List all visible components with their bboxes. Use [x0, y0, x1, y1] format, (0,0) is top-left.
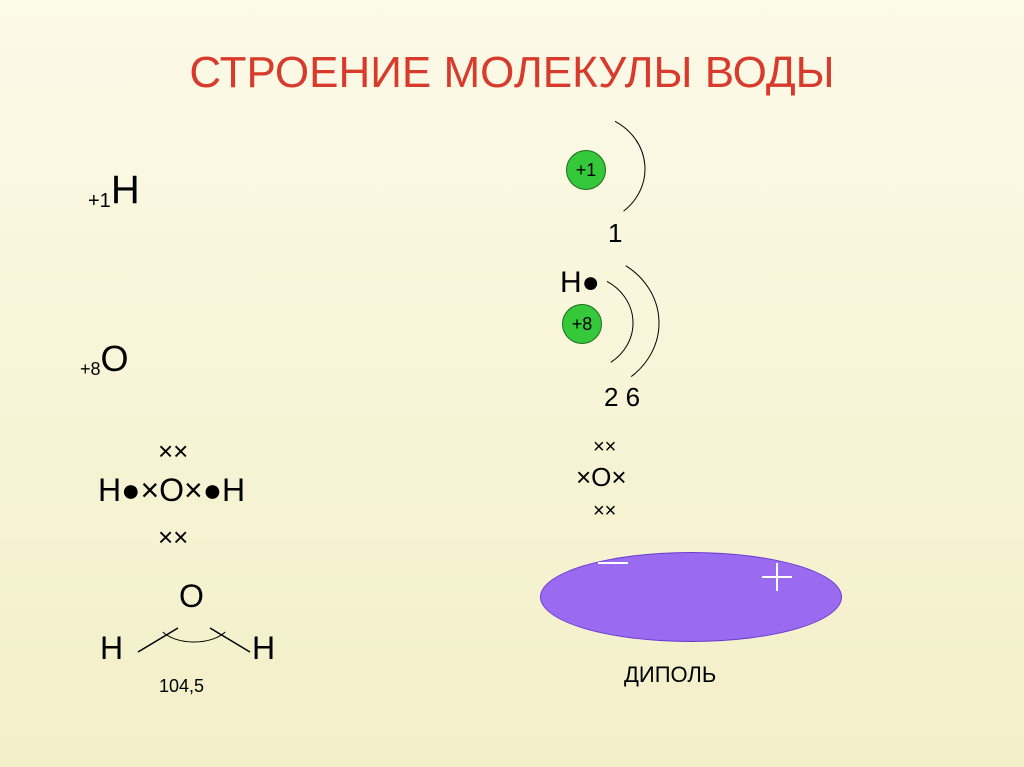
lewis-top: ×× [158, 436, 188, 467]
oxygen-lewis-top: ×× [593, 436, 616, 459]
dipole-label: ДИПОЛЬ [624, 662, 716, 688]
slide-title: СТРОЕНИЕ МОЛЕКУЛЫ ВОДЫ [0, 48, 1024, 98]
oxygen-electron-counts: 2 6 [604, 382, 640, 413]
hydrogen-symbol: Н [111, 168, 140, 212]
hydrogen-electron-count: 1 [608, 218, 622, 249]
angle-arc [163, 632, 225, 642]
angle-line-right [210, 628, 250, 652]
dipole-minus-icon [598, 562, 628, 564]
oxygen-notation: +8О [80, 338, 129, 380]
o-shell-arc-1 [607, 281, 633, 362]
h-shell-arc [615, 121, 645, 211]
hydrogen-nucleus: +1 [566, 150, 606, 190]
angle-lines [0, 0, 1024, 767]
hydrogen-dot: Н● [560, 266, 600, 300]
angle-h2: Н [252, 630, 275, 667]
angle-value: 104,5 [159, 676, 204, 697]
oxygen-lewis-bot: ×× [593, 500, 616, 523]
angle-line-left [138, 628, 178, 652]
oxygen-nucleus: +8 [562, 304, 602, 344]
oxygen-lewis-mid: ×О× [576, 462, 627, 493]
o-shell-arc-2 [626, 266, 659, 377]
oxygen-symbol: О [101, 338, 129, 379]
hydrogen-nucleus-label: +1 [576, 160, 597, 181]
lewis-bot: ×× [158, 522, 188, 553]
angle-o: О [179, 578, 204, 615]
oxygen-nucleus-label: +8 [572, 314, 593, 335]
hydrogen-notation: +1Н [88, 168, 140, 213]
dipole-plus-v-icon [776, 563, 778, 591]
dipole-ellipse [540, 552, 842, 642]
lewis-mid: Н●×О×●Н [98, 472, 245, 509]
hydrogen-charge: +1 [88, 190, 111, 212]
angle-h1: Н [100, 630, 123, 667]
oxygen-charge: +8 [80, 359, 101, 379]
